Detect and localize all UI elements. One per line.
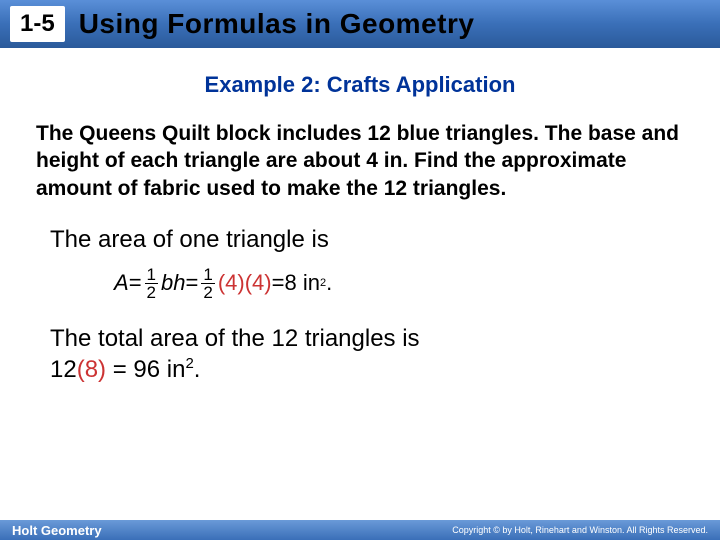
total-result: = 96 in [106,356,185,383]
solution-area-statement: The area of one triangle is [50,226,720,254]
numerator-2: 1 [201,266,214,284]
result-value: 8 in [284,270,319,296]
equals-3: = [272,270,285,296]
lesson-title: Using Formulas in Geometry [79,8,475,40]
denominator-1: 2 [145,284,158,301]
footer-bar: Holt Geometry Copyright © by Holt, Rineh… [0,520,720,540]
bh: bh [161,270,185,296]
example-heading: Example 2: Crafts Application [0,72,720,98]
solution-total-statement: The total area of the 12 triangles is 12… [50,323,720,385]
header-bar: 1-5 Using Formulas in Geometry [0,0,720,48]
total-text-a: The total area of the 12 triangles is [50,325,420,352]
total-exponent: 2 [185,355,193,372]
fraction-half-2: 1 2 [201,266,214,301]
problem-statement: The Queens Quilt block includes 12 blue … [36,120,684,202]
fraction-half-1: 1 2 [145,266,158,301]
numerator-1: 1 [145,266,158,284]
equals-1: = [129,270,142,296]
substitution: (4)(4) [218,270,272,296]
period-2: . [194,356,201,383]
equals-2: = [186,270,199,296]
total-substitution: (8) [77,356,106,383]
total-text-b: 12 [50,356,77,383]
area-formula: A = 1 2 bh = 1 2 (4)(4) = 8 in 2. [114,266,720,301]
variable-A: A [114,270,129,296]
footer-copyright: Copyright © by Holt, Rinehart and Winsto… [452,525,708,535]
period-1: . [326,270,332,296]
footer-brand: Holt Geometry [12,523,102,538]
denominator-2: 2 [201,284,214,301]
lesson-number-badge: 1-5 [10,6,65,42]
